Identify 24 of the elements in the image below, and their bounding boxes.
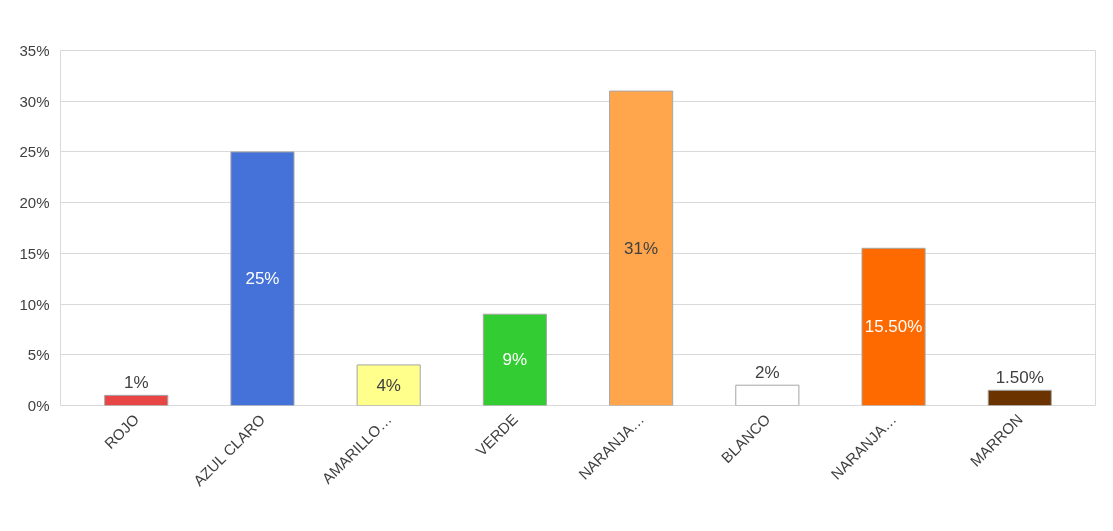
y-tick-label: 30% — [19, 92, 50, 110]
data-label: 15.50% — [864, 317, 923, 337]
y-tick-label: 35% — [19, 42, 50, 59]
bar — [356, 364, 421, 406]
bar — [735, 384, 800, 406]
data-label: 2% — [755, 363, 780, 383]
bar — [104, 394, 169, 406]
bar — [987, 389, 1052, 406]
y-tick-label: 25% — [19, 143, 50, 161]
bar — [230, 151, 295, 406]
y-tick-label: 15% — [19, 244, 50, 262]
data-label: 1.50% — [995, 368, 1044, 388]
y-tick-label: 0% — [27, 397, 50, 414]
y-tick-label: 20% — [19, 194, 50, 212]
data-label: 1% — [123, 373, 149, 393]
y-tick-label: 5% — [27, 346, 50, 364]
data-label: 4% — [376, 375, 401, 395]
bar — [861, 247, 926, 406]
y-tick-label: 10% — [19, 295, 50, 313]
data-label: 31% — [624, 238, 659, 258]
data-label: 9% — [502, 350, 528, 370]
data-label: 25% — [245, 269, 280, 289]
bar — [609, 90, 674, 406]
bar — [482, 313, 547, 406]
